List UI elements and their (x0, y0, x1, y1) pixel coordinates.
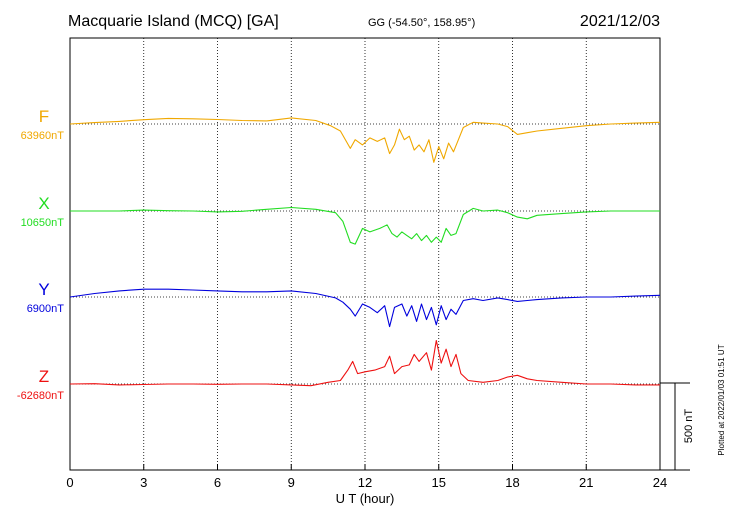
baseline-value-f: 63960nT (21, 130, 65, 142)
x-tick-label: 9 (288, 475, 295, 490)
x-tick-label: 6 (214, 475, 221, 490)
plotted-timestamp: Plotted at 2022/01/03 01:51 UT (717, 344, 726, 455)
scale-bar: 500 nT (660, 382, 695, 471)
x-tick-label: 12 (358, 475, 372, 490)
baseline-value-z: -62680nT (17, 390, 64, 402)
x-tick-label: 18 (505, 475, 519, 490)
trace-z (69, 339, 660, 387)
station-title: Macquarie Island (MCQ) [GA] (68, 13, 279, 30)
plot-date: 2021/12/03 (580, 13, 660, 30)
trace-f (69, 117, 661, 163)
trace-layer: F 63960nT X 10650nT Y 6900nT Z -62680nT (17, 107, 661, 402)
scale-bar-label: 500 nT (683, 409, 695, 444)
trace-x (70, 206, 660, 245)
x-tick-label: 0 (66, 475, 73, 490)
x-tick-label: 15 (432, 475, 446, 490)
component-label-x: X (38, 194, 49, 213)
component-label-z: Z (39, 367, 49, 386)
x-tick-label: 3 (140, 475, 147, 490)
baseline-value-y: 6900nT (27, 303, 65, 315)
x-tick-label: 24 (653, 475, 667, 490)
baseline-value-x: 10650nT (21, 217, 65, 229)
component-label-f: F (39, 107, 49, 126)
x-axis-label: U T (hour) (336, 491, 395, 506)
trace-y (69, 288, 661, 328)
axis-ticks: 0 3 6 9 12 15 18 21 24 (66, 464, 667, 490)
component-label-y: Y (38, 280, 49, 299)
grid-lines (70, 38, 660, 470)
x-tick-label: 21 (579, 475, 593, 490)
station-coordinates: GG (-54.50°, 158.95°) (368, 17, 475, 29)
